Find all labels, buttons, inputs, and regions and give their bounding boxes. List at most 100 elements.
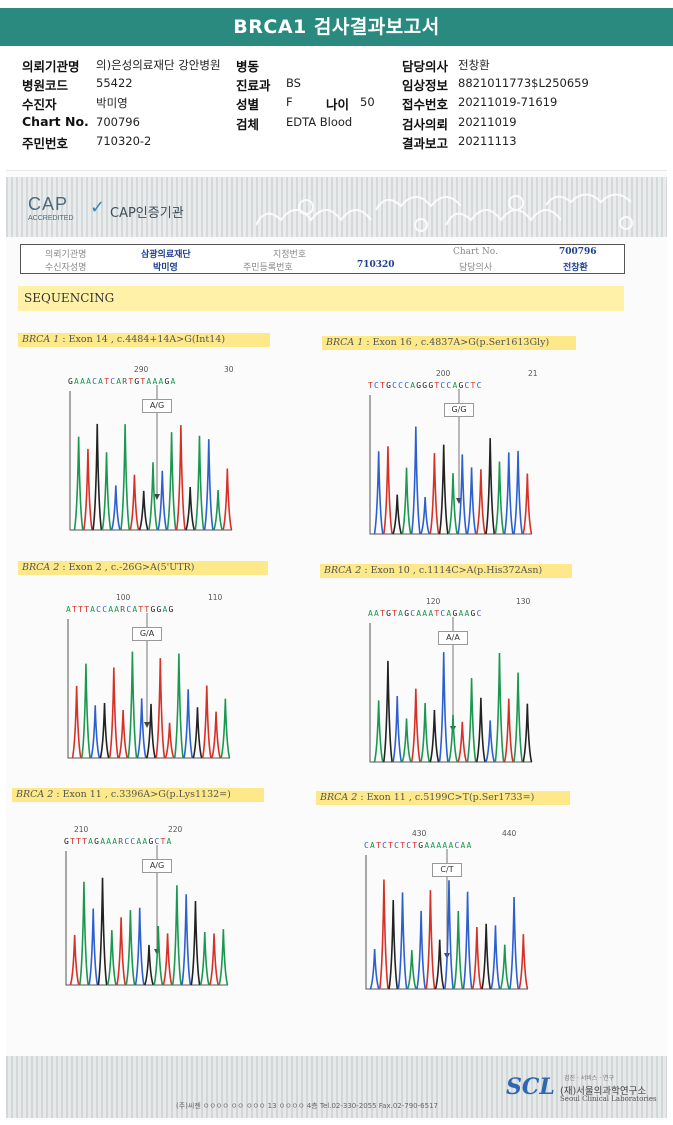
ward-label: 병동 xyxy=(236,59,260,74)
genotype-call: G/A xyxy=(132,627,162,641)
ref-patient: 박미영 xyxy=(153,263,178,273)
trace-plot xyxy=(69,385,233,531)
base-letter: G xyxy=(416,381,423,390)
base-letter: T xyxy=(400,841,407,850)
header-band: CAP ACCREDITED ✓ CAP인증기관 xyxy=(6,177,667,237)
trace-peak xyxy=(438,444,449,535)
age-label: 나이 xyxy=(326,97,350,112)
trace-peak xyxy=(153,926,164,986)
base-letter: A xyxy=(116,377,123,386)
base-letter: A xyxy=(436,841,443,850)
trace-peak xyxy=(69,935,80,986)
base-letter: A xyxy=(422,609,429,618)
base-sequence: GTTTAGAAARCCAAGCTA xyxy=(64,837,232,846)
base-letter: C xyxy=(454,841,461,850)
trace-peak xyxy=(392,494,403,535)
chart-label: Chart No. xyxy=(22,114,89,129)
base-letter: G xyxy=(94,837,101,846)
trace-peak xyxy=(213,489,224,531)
base-letter: C xyxy=(440,381,447,390)
ref-doctor-label: 담당의사 xyxy=(459,263,493,273)
age-value: 50 xyxy=(360,95,375,109)
base-letter: C xyxy=(154,837,161,846)
scl-logo: SCL xyxy=(506,1074,555,1100)
base-letter: A xyxy=(466,841,473,850)
base-letter: R xyxy=(118,837,125,846)
trace-peak xyxy=(434,939,445,990)
trace-peak xyxy=(220,698,231,759)
base-letter: T xyxy=(128,377,135,386)
base-letter: A xyxy=(100,837,107,846)
trace-peak xyxy=(155,658,166,759)
trace-peak xyxy=(509,897,520,990)
ref-doctor: 전창환 xyxy=(563,263,588,273)
ref-resident: 710320 xyxy=(357,260,395,270)
base-letter: C xyxy=(364,841,371,850)
trace-peak xyxy=(429,710,440,763)
axis-line xyxy=(67,619,230,759)
base-letter: G xyxy=(470,609,477,618)
axis-line xyxy=(369,395,532,535)
axis-line xyxy=(65,851,228,986)
ref-institution: 삼광의료재단 xyxy=(141,250,191,260)
base-letter: T xyxy=(380,609,387,618)
trace-peak xyxy=(192,707,203,759)
trace-peak xyxy=(429,453,440,535)
base-letter: G xyxy=(164,377,171,386)
reference-table: 의뢰기관명 삼광의료재단 수신자성명 박미영 지정번호 주민등록번호 71032… xyxy=(20,244,625,274)
receipt-no-label: 접수번호 xyxy=(402,97,449,112)
base-letter: C xyxy=(404,381,411,390)
variant-desc: : Exon 14 , c.4484+14A>G(Int14) xyxy=(59,334,226,345)
trace-peak xyxy=(494,461,505,535)
trace-peak xyxy=(438,652,449,763)
sequencing-title: SEQUENCING xyxy=(24,291,115,305)
base-letter: G xyxy=(418,841,425,850)
base-letter: A xyxy=(446,609,453,618)
trace-peak xyxy=(136,698,147,759)
trace-peak xyxy=(120,424,131,531)
trace-peak xyxy=(101,452,112,531)
base-sequence: AATGTAGCAAATCAGAAGC xyxy=(368,609,536,618)
base-letter: T xyxy=(434,609,441,618)
base-letter: T xyxy=(104,377,111,386)
trace-peak xyxy=(457,454,468,535)
base-letter: T xyxy=(72,605,79,614)
trace-peak xyxy=(416,910,427,990)
base-letter: R xyxy=(122,377,129,386)
trace-peak xyxy=(457,721,468,763)
trace-peak xyxy=(73,436,84,531)
trace-peak xyxy=(466,467,477,535)
trace-peak xyxy=(513,672,524,763)
base-letter: T xyxy=(412,841,419,850)
base-letter: C xyxy=(102,605,109,614)
base-letter: A xyxy=(86,377,93,386)
base-sequence: CATCTCTCTGAAAAACAA xyxy=(364,841,532,850)
trace-peak xyxy=(382,446,393,535)
base-letter: T xyxy=(434,381,441,390)
sex-value: F xyxy=(286,95,293,109)
base-letter: A xyxy=(106,837,113,846)
swirl-pattern xyxy=(255,193,633,232)
chart-value: 700796 xyxy=(96,115,140,129)
patient-info: 의뢰기관명 의)은성의료재단 강안병원 병동 담당의사 전창환 병원코드 554… xyxy=(0,48,673,158)
base-letter: A xyxy=(370,841,377,850)
base-letter: A xyxy=(98,377,105,386)
position-marker: 110 xyxy=(208,593,223,602)
trace-peak xyxy=(503,698,514,763)
position-marker: 30 xyxy=(224,365,234,374)
base-sequence: GAAACATCARTGTAAAGA xyxy=(68,377,236,386)
trace-peak xyxy=(518,934,529,990)
trace-peak xyxy=(420,497,431,535)
position-marker: 430 xyxy=(412,829,427,838)
trace-plot xyxy=(65,845,229,986)
base-letter: G xyxy=(428,381,435,390)
base-letter: C xyxy=(374,381,381,390)
trace-peak xyxy=(481,923,492,990)
axis-line xyxy=(69,391,232,531)
position-marker: 200 xyxy=(436,369,451,378)
trace-peak xyxy=(190,900,201,986)
base-letter: T xyxy=(76,837,83,846)
trace-peak xyxy=(410,426,421,535)
resident-label: 주민번호 xyxy=(22,136,69,151)
trace-peak xyxy=(453,911,464,990)
